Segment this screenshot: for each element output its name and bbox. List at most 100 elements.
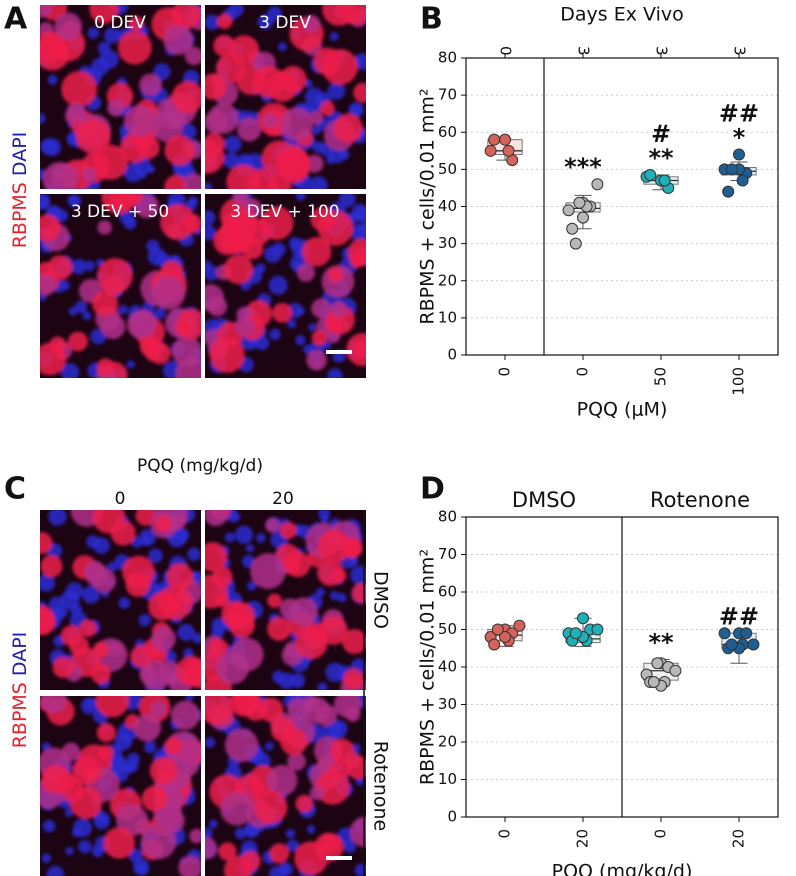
stain-red: RBPMS xyxy=(9,682,31,748)
data-point xyxy=(718,627,731,640)
top-tick-label: 3 xyxy=(575,46,593,56)
cell xyxy=(217,13,233,30)
nucleus xyxy=(312,126,321,135)
cell xyxy=(351,583,366,604)
cell xyxy=(262,113,278,129)
cells xyxy=(205,510,366,690)
nucleus xyxy=(43,138,62,157)
nucleus xyxy=(97,41,111,55)
x-tick-label: 0 xyxy=(652,829,670,839)
y-tick-label: 80 xyxy=(438,508,457,526)
nucleus xyxy=(256,533,266,543)
cell xyxy=(346,755,366,780)
nucleus xyxy=(325,662,345,682)
micrograph xyxy=(40,194,201,378)
data-point xyxy=(747,638,760,651)
x-axis-title: PQQ (μM) xyxy=(577,399,668,421)
nucleus xyxy=(338,194,356,208)
nucleus xyxy=(306,825,316,834)
cell xyxy=(82,167,97,182)
nucleus xyxy=(65,846,74,856)
cell xyxy=(84,560,105,582)
cell xyxy=(100,314,126,340)
cell xyxy=(330,738,355,763)
cell xyxy=(40,35,70,71)
nucleus xyxy=(153,63,171,81)
nucleus xyxy=(304,79,313,88)
nucleus xyxy=(118,597,131,609)
column-label: 0 xyxy=(115,489,126,509)
cell xyxy=(220,791,254,826)
data-point xyxy=(733,148,745,161)
cell xyxy=(342,629,366,655)
x-tick-label: 0 xyxy=(574,367,592,377)
cell xyxy=(151,276,186,310)
cell xyxy=(164,736,183,755)
cell xyxy=(171,81,201,114)
nucleus xyxy=(205,737,216,748)
cell xyxy=(226,602,255,631)
cell xyxy=(54,12,83,41)
significance: ** xyxy=(648,144,674,172)
x-tick-label: 0 xyxy=(496,367,514,377)
nucleus xyxy=(48,510,67,526)
cell xyxy=(103,827,135,859)
nucleus xyxy=(329,591,339,601)
stain-blue: DAPI xyxy=(9,632,31,676)
nucleus xyxy=(354,863,366,876)
cell xyxy=(345,706,361,722)
micrograph xyxy=(205,194,366,378)
nucleus xyxy=(315,587,325,597)
cell xyxy=(165,594,184,612)
cell xyxy=(117,30,152,65)
nucleus xyxy=(66,132,79,144)
cell xyxy=(164,135,195,166)
cell xyxy=(60,625,82,646)
cell xyxy=(68,331,88,352)
cell xyxy=(178,855,201,876)
micrograph xyxy=(205,5,366,189)
cell xyxy=(315,704,338,727)
cell xyxy=(151,626,176,652)
nucleus xyxy=(183,648,194,659)
cell xyxy=(160,204,196,240)
cell xyxy=(223,254,254,285)
micrograph xyxy=(40,510,201,690)
cells xyxy=(40,696,201,876)
y-tick-label: 40 xyxy=(438,658,457,676)
nucleus xyxy=(177,623,195,642)
data-point xyxy=(569,237,582,250)
significance: # xyxy=(651,120,671,148)
cell xyxy=(319,100,335,116)
nucleus xyxy=(40,113,46,124)
nucleus xyxy=(60,362,80,378)
nucleus xyxy=(82,585,101,604)
cell xyxy=(266,764,298,797)
micrograph xyxy=(40,696,201,876)
cell xyxy=(270,717,296,743)
row-label: DMSO xyxy=(370,571,392,629)
data-point xyxy=(647,676,660,688)
cell xyxy=(229,231,251,254)
cell xyxy=(331,568,347,584)
nucleus xyxy=(246,581,257,591)
data-point xyxy=(488,133,501,146)
nucleus xyxy=(208,819,218,829)
nucleus xyxy=(81,697,99,715)
nucleus xyxy=(148,548,163,563)
nucleus xyxy=(87,27,100,39)
cell xyxy=(139,73,162,97)
nucleus xyxy=(302,344,313,355)
micrograph xyxy=(205,510,366,690)
cell xyxy=(306,349,327,371)
data-point xyxy=(669,664,682,677)
data-point xyxy=(725,163,738,176)
cell xyxy=(279,598,300,619)
cell xyxy=(139,665,158,684)
cell xyxy=(321,48,358,85)
nucleus xyxy=(84,260,95,271)
nucleus xyxy=(109,757,127,774)
data-point xyxy=(562,204,575,217)
cell xyxy=(318,616,348,645)
